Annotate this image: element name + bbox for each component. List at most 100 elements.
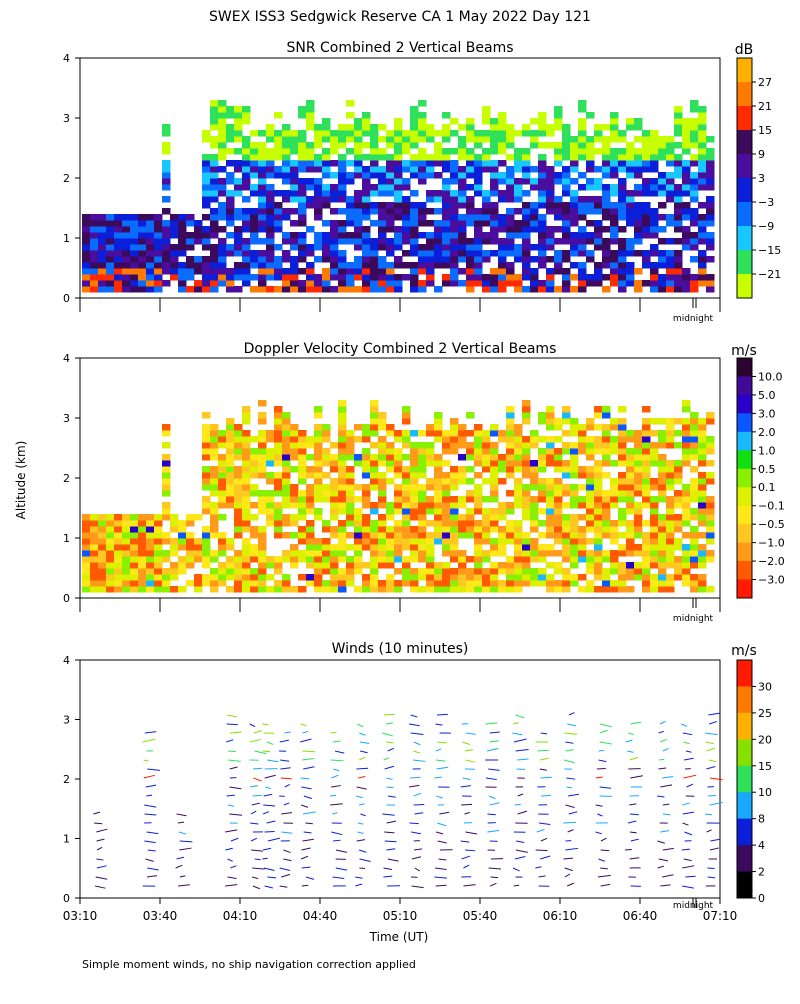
- doppler-cell: [242, 460, 251, 467]
- snr-cell: [298, 130, 307, 137]
- snr-cell: [554, 208, 563, 215]
- snr-cell: [162, 166, 171, 173]
- doppler-cell: [690, 412, 699, 419]
- doppler-cell: [354, 562, 363, 569]
- doppler-cell: [290, 454, 299, 461]
- doppler-cell: [282, 460, 291, 467]
- doppler-cell: [306, 562, 315, 569]
- snr-cell: [690, 178, 699, 185]
- doppler-cell: [634, 532, 643, 539]
- doppler-cell: [642, 430, 651, 437]
- doppler-cell: [146, 550, 155, 557]
- snr-cell: [450, 190, 459, 197]
- wind-barb: [657, 796, 664, 797]
- snr-cell: [442, 196, 451, 203]
- doppler-cell: [346, 580, 355, 587]
- snr-cell: [282, 166, 291, 173]
- doppler-cell: [354, 568, 363, 575]
- snr-cell: [314, 232, 323, 239]
- snr-cell: [306, 250, 315, 257]
- doppler-cell: [394, 550, 403, 557]
- snr-cell: [418, 148, 427, 155]
- snr-cell: [418, 250, 427, 257]
- doppler-cell: [658, 430, 667, 437]
- doppler-cell: [298, 454, 307, 461]
- doppler-cell: [266, 520, 275, 527]
- snr-cell: [210, 118, 219, 125]
- doppler-cell: [434, 502, 443, 509]
- snr-cell: [362, 154, 371, 161]
- snr-cell: [442, 184, 451, 191]
- snr-cell: [418, 124, 427, 131]
- snr-cell: [410, 166, 419, 173]
- doppler-cell: [474, 562, 483, 569]
- snr-colorbar-label: −21: [758, 268, 781, 281]
- snr-cell: [162, 232, 171, 239]
- doppler-cell: [650, 574, 659, 581]
- snr-cell: [450, 148, 459, 155]
- snr-cell: [666, 256, 675, 263]
- snr-cell: [410, 226, 419, 233]
- doppler-cell: [298, 502, 307, 509]
- snr-cell: [250, 238, 259, 245]
- snr-cell: [634, 172, 643, 179]
- doppler-cell: [386, 508, 395, 515]
- doppler-cell: [154, 586, 163, 593]
- snr-cell: [578, 196, 587, 203]
- doppler-cell: [594, 466, 603, 473]
- snr-cell: [218, 166, 227, 173]
- doppler-cell: [234, 442, 243, 449]
- snr-cell: [626, 148, 635, 155]
- doppler-cell: [282, 418, 291, 425]
- snr-cell: [378, 232, 387, 239]
- doppler-cell: [314, 490, 323, 497]
- doppler-cell: [562, 550, 571, 557]
- doppler-cell: [210, 580, 219, 587]
- wind-barb: [490, 883, 496, 886]
- doppler-cell: [82, 526, 91, 533]
- doppler-cell: [610, 556, 619, 563]
- doppler-cell: [506, 406, 515, 413]
- doppler-cell: [610, 568, 619, 575]
- doppler-cell: [650, 484, 659, 491]
- wind-barb: [684, 742, 690, 744]
- doppler-cell: [706, 502, 715, 509]
- doppler-cell: [362, 586, 371, 593]
- doppler-colorbar-segment: [737, 543, 752, 562]
- doppler-colorbar-segment: [737, 580, 752, 599]
- doppler-cell: [538, 436, 547, 443]
- doppler-cell: [202, 556, 211, 563]
- doppler-cell: [282, 586, 291, 593]
- snr-cell: [362, 256, 371, 263]
- doppler-cell: [602, 490, 611, 497]
- snr-cell: [562, 226, 571, 233]
- snr-cell: [610, 274, 619, 281]
- doppler-cell: [298, 550, 307, 557]
- doppler-cell: [306, 526, 315, 533]
- snr-cell: [330, 184, 339, 191]
- doppler-cell: [666, 556, 675, 563]
- snr-cell: [330, 196, 339, 203]
- snr-cell: [242, 184, 251, 191]
- doppler-cell: [114, 568, 123, 575]
- snr-cell: [690, 100, 699, 107]
- snr-cell: [610, 172, 619, 179]
- doppler-cell: [706, 478, 715, 485]
- snr-cell: [98, 214, 107, 221]
- snr-cell: [290, 268, 299, 275]
- doppler-cell: [602, 514, 611, 521]
- snr-cell: [338, 286, 347, 293]
- doppler-cell: [314, 562, 323, 569]
- doppler-cell: [274, 520, 283, 527]
- wind-barb: [683, 775, 696, 778]
- snr-cell: [426, 232, 435, 239]
- doppler-cell: [346, 562, 355, 569]
- doppler-cell: [434, 484, 443, 491]
- snr-cell: [578, 244, 587, 251]
- snr-cell: [226, 148, 235, 155]
- snr-cell: [530, 220, 539, 227]
- wind-barb: [253, 795, 262, 796]
- doppler-cell: [514, 532, 523, 539]
- snr-cell: [506, 142, 515, 149]
- snr-cell: [378, 124, 387, 131]
